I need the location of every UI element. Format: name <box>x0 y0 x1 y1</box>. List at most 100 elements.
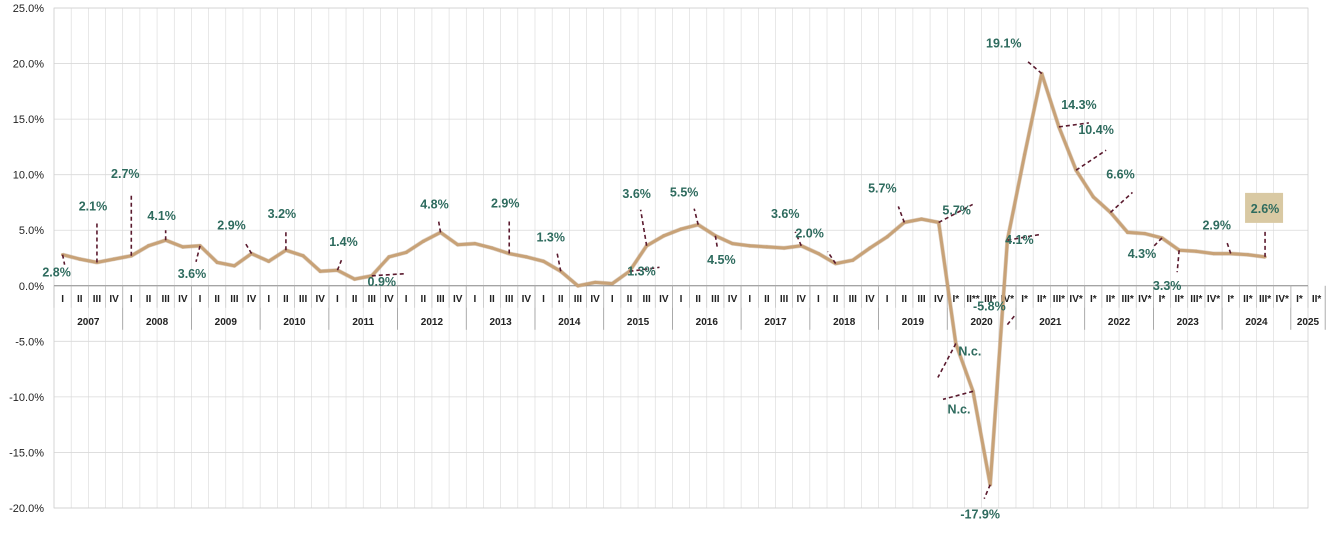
data-point <box>868 246 872 250</box>
data-point <box>919 217 924 221</box>
leader-line <box>937 343 957 378</box>
quarter-label: II <box>352 294 358 305</box>
leader-line <box>693 208 699 225</box>
data-label: 2.0% <box>795 227 824 241</box>
quarter-label: IV <box>797 294 807 305</box>
data-point <box>456 243 460 247</box>
data-point <box>1211 251 1216 256</box>
quarter-label: II <box>627 294 633 305</box>
quarter-label: III <box>299 294 308 305</box>
quarter-label: III <box>917 294 926 305</box>
quarter-label: III <box>505 294 514 305</box>
y-tick-label: 20.0% <box>13 59 44 71</box>
data-label: N.c. <box>948 402 971 416</box>
quarter-label: III* <box>984 294 996 305</box>
quarter-label: IV* <box>1069 294 1082 305</box>
leader-line <box>1153 237 1163 247</box>
quarter-label: I <box>542 294 545 305</box>
quarter-label: I <box>473 294 476 305</box>
quarter-label: II <box>146 294 152 305</box>
leader-line <box>437 220 442 233</box>
data-point <box>524 255 528 259</box>
year-label: 2019 <box>902 317 925 328</box>
data-point <box>267 259 271 263</box>
y-tick-label: 25.0% <box>13 3 44 15</box>
y-tick-label: -5.0% <box>15 336 44 348</box>
quarter-label: II* <box>1243 294 1253 305</box>
quarter-label: III* <box>1053 294 1065 305</box>
data-point <box>473 241 477 246</box>
year-label: 2013 <box>490 317 513 328</box>
quarter-label: I <box>405 294 408 305</box>
quarter-label: IV <box>384 294 394 305</box>
data-label: 10.4% <box>1078 123 1113 137</box>
data-label: 2.9% <box>1202 219 1231 233</box>
quarter-label: I* <box>1227 294 1234 305</box>
data-point <box>662 234 666 238</box>
quarter-label: IV <box>247 294 257 305</box>
leader-line <box>983 484 991 499</box>
leader-line <box>336 259 343 271</box>
quarter-label: III <box>161 294 170 305</box>
data-point <box>885 235 889 239</box>
year-label: 2023 <box>1177 317 1200 328</box>
leader-line <box>1176 250 1180 273</box>
data-point <box>765 245 769 249</box>
year-label: 2017 <box>764 317 787 328</box>
year-label: 2008 <box>146 317 169 328</box>
leader-line <box>897 206 906 223</box>
data-point <box>301 254 305 258</box>
data-label: 2.9% <box>491 197 520 211</box>
quarter-label: III <box>780 294 789 305</box>
data-label: 6.6% <box>1106 167 1135 181</box>
data-label: 1.3% <box>537 230 566 244</box>
y-tick-label: -10.0% <box>9 392 44 404</box>
quarter-label: I* <box>1021 294 1028 305</box>
quarter-label: II <box>558 294 564 305</box>
data-point <box>112 257 116 261</box>
data-point <box>318 269 322 273</box>
data-label: 2.6% <box>1251 202 1280 216</box>
quarter-label: IV* <box>1138 294 1151 305</box>
quarter-label: II <box>489 294 495 305</box>
quarter-label: III* <box>1190 294 1202 305</box>
leader-line <box>714 235 719 248</box>
data-point <box>387 255 391 259</box>
quarter-label: II <box>833 294 839 305</box>
quarter-label: II <box>214 294 220 305</box>
quarter-label: IV <box>109 294 119 305</box>
year-label: 2007 <box>77 317 100 328</box>
y-tick-label: 0.0% <box>19 281 44 293</box>
data-label: 3.2% <box>268 207 297 221</box>
quarter-label: I* <box>1296 294 1303 305</box>
y-tick-label: 5.0% <box>19 225 44 237</box>
quarter-label: IV <box>728 294 738 305</box>
quarter-label: I <box>199 294 202 305</box>
quarter-label: I <box>267 294 270 305</box>
data-point <box>816 251 821 256</box>
data-point <box>1246 253 1250 257</box>
year-label: 2025 <box>1297 317 1320 328</box>
quarter-label: III <box>230 294 239 305</box>
quarter-label: II <box>283 294 289 305</box>
data-point <box>1022 153 1027 157</box>
leader-line <box>195 245 201 262</box>
quarter-label: III* <box>1122 294 1134 305</box>
data-label: 4.1% <box>147 209 176 223</box>
data-point <box>232 264 236 268</box>
year-label: 2010 <box>283 317 306 328</box>
data-point <box>782 246 786 250</box>
y-tick-label: 15.0% <box>13 114 44 126</box>
y-tick-label: -20.0% <box>9 503 44 515</box>
quarter-label: IV <box>522 294 532 305</box>
data-label: 4.3% <box>1128 247 1157 261</box>
quarter-label: II* <box>1037 294 1047 305</box>
data-point <box>593 280 597 285</box>
data-label: 2.7% <box>111 167 140 181</box>
data-point <box>1143 231 1147 236</box>
quarter-label: I <box>61 294 64 305</box>
quarter-label: III <box>368 294 377 305</box>
leader-line <box>371 272 404 277</box>
